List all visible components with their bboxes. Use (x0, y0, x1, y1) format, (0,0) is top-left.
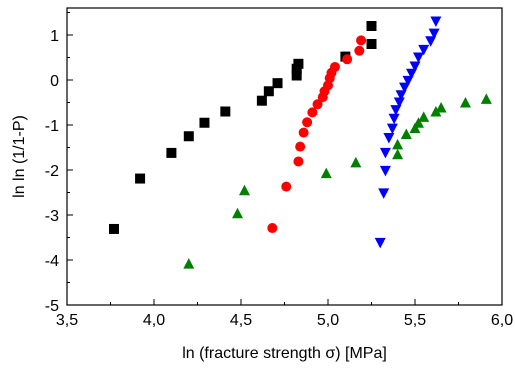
y-axis-label: ln ln (1/1-P) (11, 115, 28, 198)
data-point (430, 106, 442, 117)
data-point (263, 86, 274, 97)
data-point (135, 173, 146, 184)
data-point (366, 21, 377, 31)
data-point (342, 54, 353, 65)
x-tick-label: 4,0 (143, 312, 165, 329)
data-point (232, 207, 244, 219)
data-point (272, 78, 283, 89)
data-point (291, 70, 302, 81)
data-point (409, 122, 421, 134)
data-point (392, 148, 404, 160)
data-point (108, 223, 119, 234)
data-point (412, 52, 424, 63)
y-tick-label: 1 (50, 28, 59, 45)
y-tick-label: -3 (45, 208, 59, 225)
x-tick-label: 3,5 (56, 312, 78, 329)
data-point (267, 223, 278, 234)
y-tick-label: 0 (50, 73, 59, 90)
data-point (418, 44, 430, 56)
series-square (108, 21, 377, 234)
data-point (392, 138, 404, 150)
data-point (400, 128, 412, 139)
data-point (412, 117, 424, 128)
data-point (366, 39, 377, 49)
data-point (379, 147, 391, 159)
data-point (386, 123, 398, 135)
data-point (395, 90, 407, 101)
data-point (166, 147, 177, 158)
data-point (293, 156, 304, 167)
data-point (356, 35, 367, 46)
y-tick-label: -5 (45, 298, 59, 315)
data-point (428, 28, 440, 40)
data-point (293, 58, 304, 69)
data-point (220, 106, 231, 117)
data-point (459, 97, 471, 108)
series-triangle-up (183, 93, 492, 269)
data-point (307, 107, 318, 118)
plot-content (108, 16, 492, 269)
data-point (238, 184, 250, 196)
data-point (281, 181, 292, 192)
x-tick-label: 4,5 (230, 312, 252, 329)
data-point (183, 258, 195, 269)
data-point (354, 45, 365, 56)
data-point (418, 111, 430, 122)
y-tick-label: -2 (45, 163, 59, 180)
data-point (350, 156, 362, 168)
data-point (425, 36, 437, 47)
x-axis-label: ln (fracture strength σ) [MPa] (182, 345, 387, 362)
data-point (295, 141, 306, 152)
data-point (256, 95, 267, 106)
data-point (393, 97, 405, 108)
data-point (388, 113, 400, 125)
data-point (430, 16, 442, 27)
data-point (480, 93, 492, 104)
data-point (312, 99, 323, 110)
data-point (399, 82, 411, 94)
data-point (402, 75, 414, 87)
x-tick-label: 5,0 (317, 312, 339, 329)
data-point (320, 167, 332, 179)
x-tick-label: 5,5 (404, 312, 426, 329)
data-point (183, 131, 194, 142)
y-tick-label: -1 (45, 118, 59, 135)
data-point (199, 117, 210, 128)
data-point (435, 101, 447, 113)
y-tick-label: -4 (45, 253, 59, 270)
data-point (302, 117, 313, 128)
data-point (298, 127, 309, 138)
data-point (383, 133, 395, 144)
plot-frame (66, 7, 503, 306)
axis-ticks: 3,5 4,0 4,5 5,0 5,5 6,0 -5 -4 -3 -2 -1 0 1 (45, 12, 513, 329)
data-point (378, 188, 390, 199)
series-triangle-down (374, 16, 442, 249)
data-point (390, 105, 402, 116)
data-point (409, 61, 421, 72)
data-point (379, 165, 391, 177)
data-point (374, 237, 386, 249)
data-point (406, 68, 418, 80)
x-tick-label: 6,0 (491, 312, 513, 329)
data-point (329, 61, 340, 72)
series-circle (267, 35, 367, 234)
